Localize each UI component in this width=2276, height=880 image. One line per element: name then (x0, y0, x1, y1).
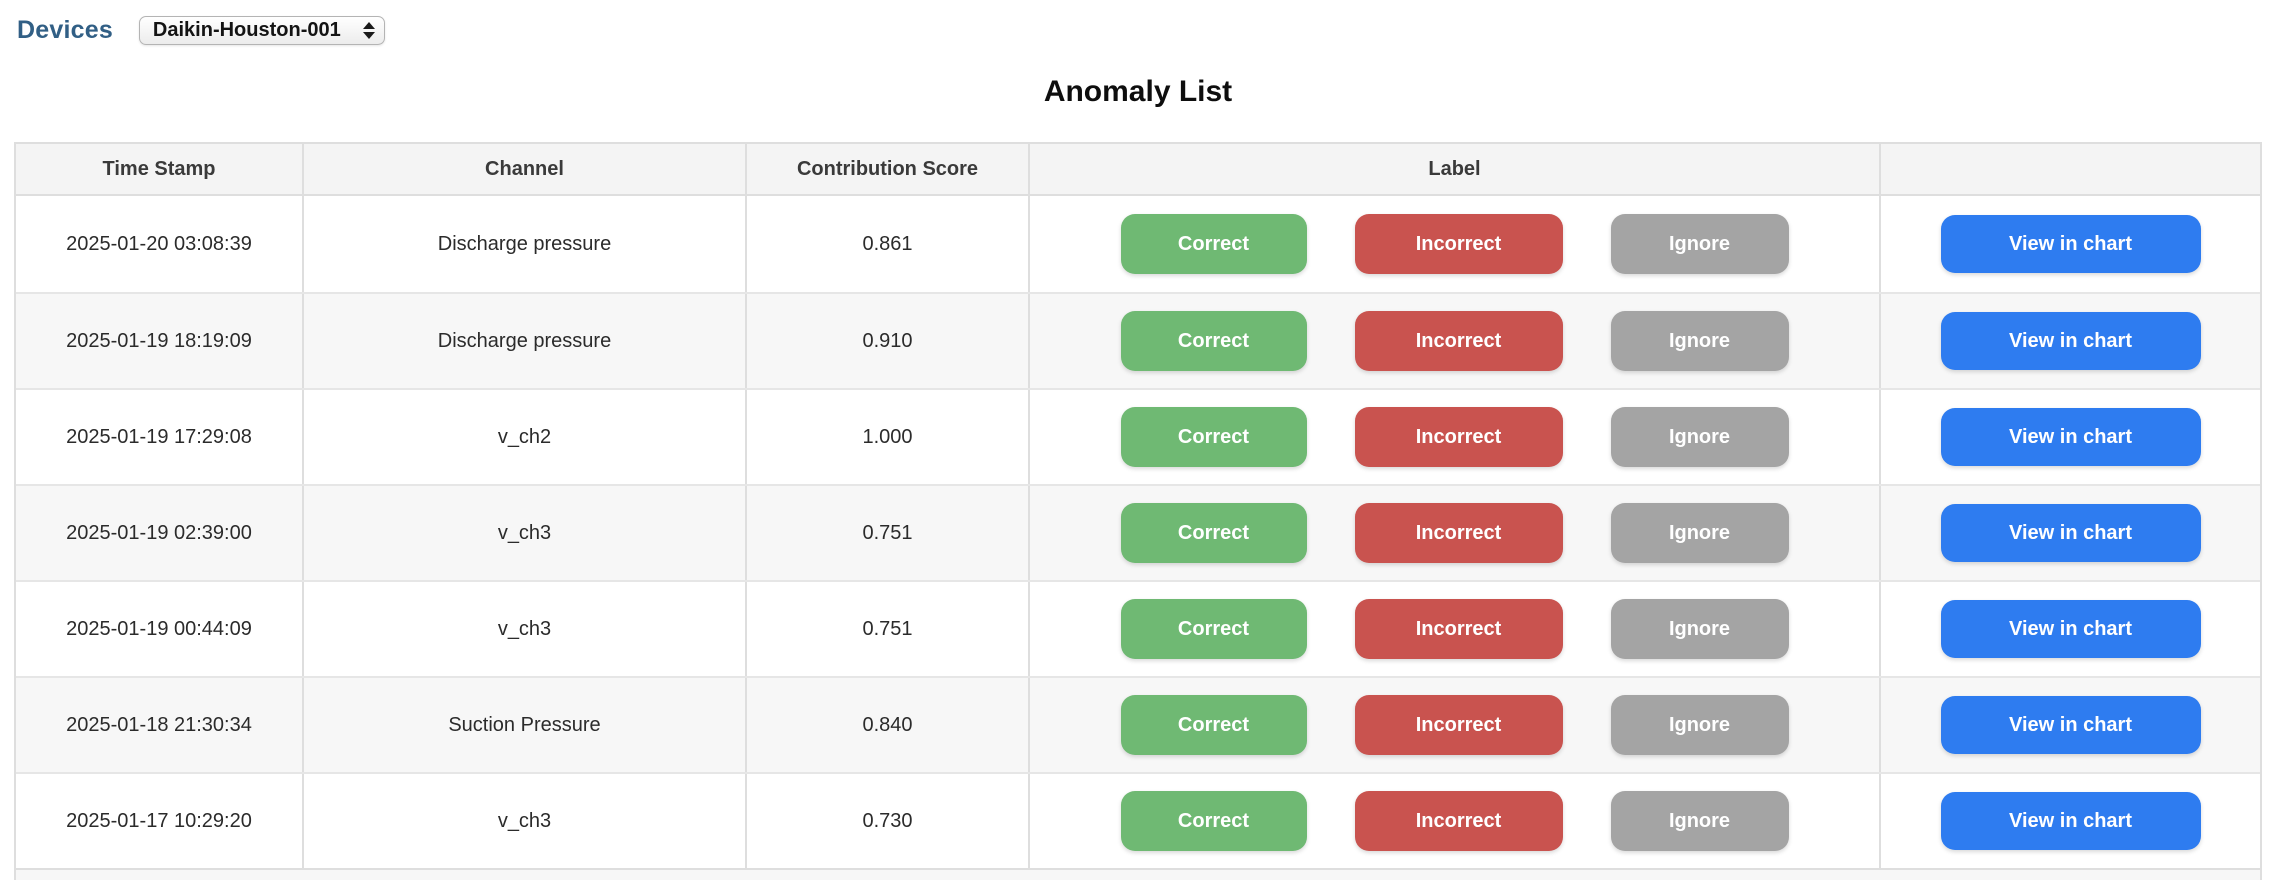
cell-timestamp: 2025-01-19 18:19:09 (66, 329, 252, 352)
cell-channel: v_ch3 (302, 774, 745, 868)
cell-label-actions: Correct Incorrect Ignore (1028, 582, 1879, 676)
view-in-chart-button[interactable]: View in chart (1940, 600, 2201, 658)
device-select[interactable]: Daikin-Houston-001 (138, 15, 385, 45)
header-time-stamp: Time Stamp (102, 157, 216, 180)
cell-channel: v_ch2 (302, 390, 745, 484)
table-body: 2025-01-20 03:08:39 Discharge pressure 0… (16, 196, 2260, 868)
cell-view: View in chart (1879, 678, 2260, 772)
cell-view: View in chart (1879, 294, 2260, 388)
devices-label: Devices (17, 15, 113, 44)
cell-view: View in chart (1879, 774, 2260, 868)
cell-timestamp: 2025-01-19 17:29:08 (66, 425, 252, 448)
cell-timestamp: 2025-01-19 02:39:00 (66, 521, 252, 544)
view-in-chart-button[interactable]: View in chart (1940, 792, 2201, 850)
incorrect-button[interactable]: Incorrect (1354, 791, 1563, 851)
ignore-button[interactable]: Ignore (1610, 407, 1789, 467)
cell-contribution-score: 0.861 (745, 196, 1028, 292)
correct-button[interactable]: Correct (1120, 791, 1307, 851)
view-in-chart-button[interactable]: View in chart (1940, 312, 2201, 370)
cell-contribution-score: 1.000 (745, 390, 1028, 484)
cell-contribution-score: 0.840 (745, 678, 1028, 772)
cell-label-actions: Correct Incorrect Ignore (1028, 678, 1879, 772)
table-row: 2025-01-18 21:30:34 Suction Pressure 0.8… (16, 676, 2260, 772)
header-label: Label (1028, 144, 1879, 194)
correct-button[interactable]: Correct (1120, 214, 1307, 274)
table-header-row: Time Stamp Channel Contribution Score La… (16, 144, 2260, 196)
cell-view: View in chart (1879, 196, 2260, 292)
device-select-value: Daikin-Houston-001 (152, 18, 341, 41)
correct-button[interactable]: Correct (1120, 599, 1307, 659)
cell-timestamp: 2025-01-19 00:44:09 (66, 617, 252, 640)
cell-view: View in chart (1879, 390, 2260, 484)
table-row: 2025-01-19 18:19:09 Discharge pressure 0… (16, 292, 2260, 388)
cell-channel: Discharge pressure (302, 196, 745, 292)
view-in-chart-button[interactable]: View in chart (1940, 504, 2201, 562)
correct-button[interactable]: Correct (1120, 695, 1307, 755)
cell-label-actions: Correct Incorrect Ignore (1028, 390, 1879, 484)
table-row: 2025-01-17 10:29:20 v_ch3 0.730 Correct … (16, 772, 2260, 868)
anomaly-table: Time Stamp Channel Contribution Score La… (14, 142, 2262, 880)
cell-view: View in chart (1879, 582, 2260, 676)
cell-channel: Suction Pressure (302, 678, 745, 772)
table-row: 2025-01-19 00:44:09 v_ch3 0.751 Correct … (16, 580, 2260, 676)
cell-view: View in chart (1879, 486, 2260, 580)
cell-contribution-score: 0.910 (745, 294, 1028, 388)
view-in-chart-button[interactable]: View in chart (1940, 215, 2201, 273)
table-row: 2025-01-20 03:08:39 Discharge pressure 0… (16, 196, 2260, 292)
header-actions (1879, 144, 2260, 194)
cell-timestamp: 2025-01-17 10:29:20 (66, 809, 252, 832)
cell-channel: Discharge pressure (302, 294, 745, 388)
incorrect-button[interactable]: Incorrect (1354, 407, 1563, 467)
chevron-up-down-icon (362, 21, 375, 39)
table-row: 2025-01-19 17:29:08 v_ch2 1.000 Correct … (16, 388, 2260, 484)
incorrect-button[interactable]: Incorrect (1354, 311, 1563, 371)
cell-contribution-score: 0.751 (745, 486, 1028, 580)
page-title: Anomaly List (1043, 75, 1233, 108)
cell-label-actions: Correct Incorrect Ignore (1028, 486, 1879, 580)
incorrect-button[interactable]: Incorrect (1354, 214, 1563, 274)
header-contribution-score: Contribution Score (745, 144, 1028, 194)
incorrect-button[interactable]: Incorrect (1354, 695, 1563, 755)
view-in-chart-button[interactable]: View in chart (1940, 408, 2201, 466)
cell-timestamp: 2025-01-18 21:30:34 (66, 713, 252, 736)
incorrect-button[interactable]: Incorrect (1354, 599, 1563, 659)
correct-button[interactable]: Correct (1120, 503, 1307, 563)
incorrect-button[interactable]: Incorrect (1354, 503, 1563, 563)
cell-timestamp: 2025-01-20 03:08:39 (66, 232, 252, 255)
cell-contribution-score: 0.730 (745, 774, 1028, 868)
ignore-button[interactable]: Ignore (1610, 791, 1789, 851)
view-in-chart-button[interactable]: View in chart (1940, 696, 2201, 754)
ignore-button[interactable]: Ignore (1610, 695, 1789, 755)
correct-button[interactable]: Correct (1120, 407, 1307, 467)
cell-channel: v_ch3 (302, 486, 745, 580)
ignore-button[interactable]: Ignore (1610, 311, 1789, 371)
cell-label-actions: Correct Incorrect Ignore (1028, 196, 1879, 292)
ignore-button[interactable]: Ignore (1610, 503, 1789, 563)
correct-button[interactable]: Correct (1120, 311, 1307, 371)
cell-contribution-score: 0.751 (745, 582, 1028, 676)
ignore-button[interactable]: Ignore (1610, 214, 1789, 274)
cell-label-actions: Correct Incorrect Ignore (1028, 774, 1879, 868)
partial-next-row (16, 868, 2260, 880)
ignore-button[interactable]: Ignore (1610, 599, 1789, 659)
table-row: 2025-01-19 02:39:00 v_ch3 0.751 Correct … (16, 484, 2260, 580)
toolbar: Devices Daikin-Houston-001 (0, 0, 2276, 48)
cell-label-actions: Correct Incorrect Ignore (1028, 294, 1879, 388)
header-channel: Channel (302, 144, 745, 194)
cell-channel: v_ch3 (302, 582, 745, 676)
